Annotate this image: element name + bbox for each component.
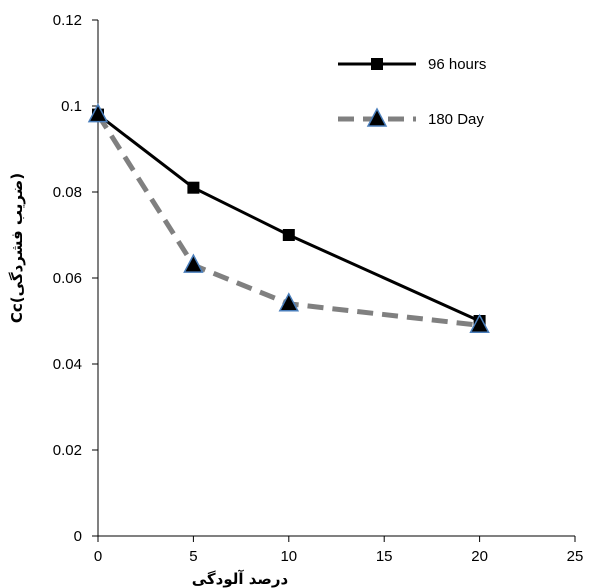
x-axis-title: درصد آلودگی: [192, 570, 289, 588]
y-tick-label: 0.12: [53, 12, 82, 29]
legend-item: 180 Day: [338, 107, 484, 128]
y-axis-ticks: 0 0.02 0.04 0.06 0.08 0.1 0.12: [53, 12, 98, 545]
x-tick-label: 15: [376, 548, 393, 565]
data-point: [87, 102, 109, 123]
legend: 96 hours 180 Day: [338, 56, 486, 128]
y-axis-title: Cc(ضریب فشردگی): [8, 173, 26, 323]
y-tick-label: 0.02: [53, 442, 82, 459]
series-1: [87, 102, 490, 334]
x-tick-label: 10: [280, 548, 297, 565]
legend-item: 96 hours: [338, 56, 486, 73]
y-tick-label: 0.1: [61, 98, 82, 115]
series-layer: [87, 102, 490, 334]
data-point: [469, 313, 490, 334]
x-axis-ticks: 0 5 10 15 20 25: [94, 536, 584, 565]
legend-label: 96 hours: [428, 56, 486, 73]
plot-area: [97, 20, 575, 537]
data-point: [187, 181, 200, 194]
y-tick-label: 0.06: [53, 270, 82, 287]
data-point: [282, 229, 295, 241]
data-point: [278, 292, 300, 312]
y-tick-label: 0.08: [53, 184, 82, 201]
x-tick-label: 5: [189, 548, 197, 565]
series-line: [95, 113, 480, 328]
x-tick-label: 20: [471, 548, 488, 565]
legend-marker: [371, 58, 383, 70]
x-tick-label: 0: [94, 548, 102, 565]
y-tick-label: 0: [74, 528, 82, 545]
legend-marker: [366, 107, 388, 127]
data-point: [183, 253, 204, 273]
y-tick-label: 0.04: [53, 356, 82, 373]
x-tick-label: 25: [567, 548, 584, 565]
legend-label: 180 Day: [428, 111, 484, 128]
series-line: [97, 113, 481, 323]
